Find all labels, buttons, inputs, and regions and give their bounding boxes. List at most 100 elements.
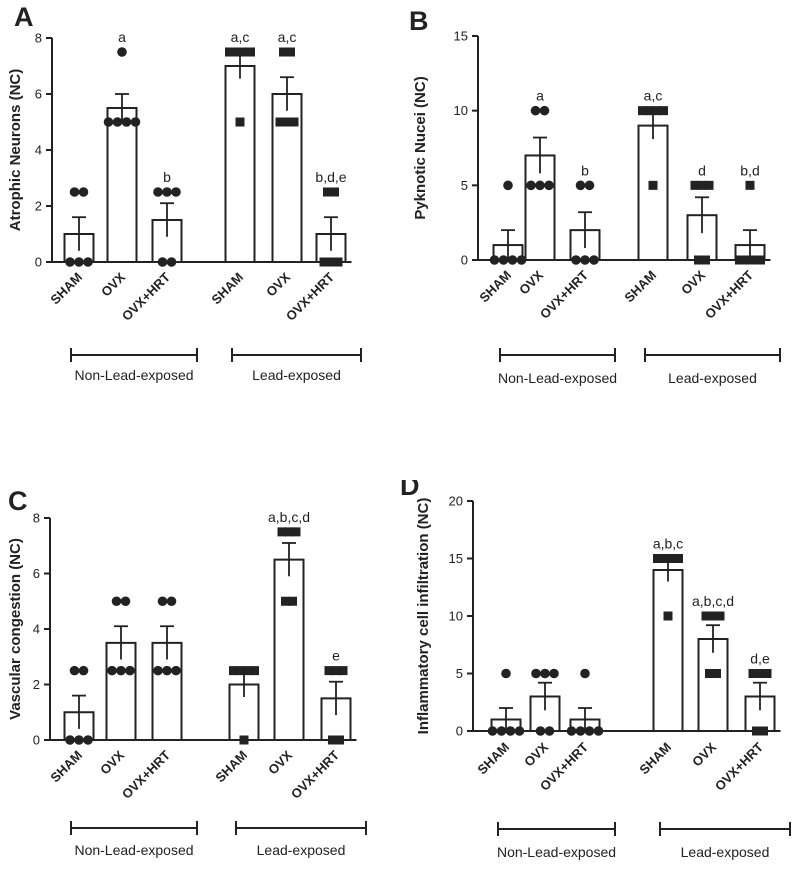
- data-point: [575, 180, 586, 191]
- data-point: [281, 596, 290, 606]
- significance-label: d,e: [750, 651, 770, 667]
- data-point: [153, 665, 163, 676]
- data-point: [69, 665, 80, 676]
- data-point: [116, 665, 126, 676]
- panel-label: B: [409, 6, 429, 36]
- significance-label: a: [536, 88, 544, 104]
- data-point: [659, 106, 668, 116]
- y-tick-label: 8: [33, 511, 40, 526]
- data-point: [286, 47, 295, 57]
- y-axis-label: Inflammatory cell infiltration (NC): [415, 498, 432, 735]
- x-tick-label: OVX: [689, 739, 719, 769]
- data-point: [279, 47, 288, 57]
- y-axis-label: Vascular congestion (NC): [7, 538, 24, 720]
- data-point: [78, 187, 89, 197]
- data-point: [331, 666, 341, 676]
- group-label: Non-Lead-exposed: [74, 842, 193, 858]
- data-point: [277, 527, 287, 537]
- data-point: [288, 596, 297, 606]
- y-tick-label: 2: [35, 199, 42, 214]
- y-tick-label: 6: [35, 87, 42, 102]
- data-point: [653, 554, 662, 563]
- group-label: Lead-exposed: [681, 844, 770, 860]
- data-point: [539, 105, 550, 116]
- data-point: [690, 180, 700, 190]
- y-axis-label: Pyknotic Nucei (NC): [412, 76, 429, 219]
- data-point: [120, 596, 131, 607]
- data-point: [704, 180, 714, 190]
- x-tick-label: OVX+HRT: [119, 269, 173, 323]
- data-point: [232, 47, 241, 57]
- data-point: [282, 117, 292, 127]
- group-label: Lead-exposed: [252, 367, 341, 383]
- data-point: [648, 180, 658, 190]
- data-point: [535, 180, 545, 191]
- data-point: [107, 665, 117, 676]
- group-label: Lead-exposed: [257, 842, 346, 858]
- data-point: [530, 105, 541, 116]
- y-tick-label: 6: [33, 566, 40, 581]
- data-point: [235, 117, 245, 127]
- data-point: [246, 47, 255, 57]
- chart-svg: B Pyknotic Nucei (NC) 0 5 10 15 SHAM a OVX b OVX+H…: [409, 6, 781, 386]
- data-point: [701, 611, 711, 621]
- significance-label: b,d,e: [315, 169, 346, 185]
- x-tick-label: SHAM: [212, 748, 250, 786]
- significance-label: a,c: [231, 29, 250, 45]
- x-tick-label: OVX: [263, 269, 293, 299]
- data-point: [645, 106, 654, 116]
- data-point: [715, 611, 725, 621]
- data-point: [125, 665, 135, 676]
- data-point: [171, 187, 181, 197]
- y-tick-label: 4: [33, 622, 40, 637]
- data-point: [153, 187, 163, 197]
- x-tick-label: SHAM: [636, 740, 674, 778]
- data-point: [324, 666, 334, 676]
- data-point: [69, 187, 80, 197]
- significance-label: d: [698, 162, 706, 178]
- group-label: Non-Lead-exposed: [497, 844, 616, 860]
- data-point: [638, 106, 647, 116]
- data-point: [697, 180, 707, 190]
- data-point: [112, 117, 123, 127]
- panel-label: C: [8, 486, 28, 516]
- data-point: [745, 180, 755, 190]
- significance-label: a,b,c: [653, 536, 683, 552]
- x-tick-label: SHAM: [47, 748, 85, 786]
- x-tick-label: SHAM: [208, 270, 246, 308]
- bar: [652, 569, 684, 732]
- data-point: [275, 117, 285, 127]
- data-point: [162, 665, 172, 676]
- x-tick-label: OVX: [98, 269, 128, 299]
- y-tick-label: 0: [456, 724, 463, 739]
- x-tick-label: OVX+HRT: [702, 267, 756, 321]
- data-point: [157, 596, 168, 607]
- x-tick-label: SHAM: [621, 268, 659, 306]
- y-tick-label: 10: [449, 609, 463, 624]
- data-point: [708, 611, 718, 621]
- data-point: [236, 666, 245, 676]
- significance-label: a: [118, 29, 126, 45]
- data-point: [284, 527, 294, 537]
- x-tick-label: OVX: [516, 267, 546, 297]
- data-point: [117, 47, 127, 57]
- y-tick-label: 4: [35, 143, 42, 158]
- y-tick-label: 0: [35, 255, 42, 270]
- data-point: [78, 665, 89, 676]
- x-tick-label: OVX+HRT: [712, 739, 766, 793]
- y-axis-label: Atrophic Neurons (NC): [7, 69, 24, 232]
- significance-label: a,c: [644, 88, 663, 104]
- x-tick-label: SHAM: [474, 740, 512, 778]
- y-tick-label: 5: [456, 666, 463, 681]
- significance-label: b: [163, 169, 171, 185]
- data-point: [338, 666, 348, 676]
- data-point: [103, 117, 114, 127]
- x-tick-label: OVX+HRT: [283, 269, 337, 323]
- data-point: [755, 669, 765, 678]
- data-point: [580, 668, 590, 679]
- significance-label: b,d: [740, 162, 759, 178]
- data-point: [239, 47, 248, 57]
- data-point: [243, 666, 252, 676]
- x-tick-label: OVX: [521, 739, 551, 769]
